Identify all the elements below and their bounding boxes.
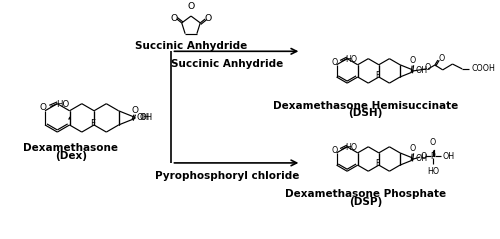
Text: O: O (439, 54, 445, 63)
Text: HO: HO (345, 143, 358, 152)
Text: O: O (430, 138, 436, 147)
Text: HO: HO (345, 55, 358, 64)
Text: O: O (420, 152, 426, 161)
Text: OH: OH (415, 154, 427, 163)
Text: COOH: COOH (472, 65, 496, 73)
Text: O: O (409, 56, 416, 65)
Text: Dexamethasone Phosphate: Dexamethasone Phosphate (285, 189, 446, 199)
Text: O: O (409, 144, 416, 153)
Text: OH: OH (137, 113, 150, 122)
Text: Pyrophosphoryl chloride: Pyrophosphoryl chloride (155, 171, 300, 181)
Text: ▲: ▲ (68, 116, 71, 120)
Text: (DSH): (DSH) (348, 109, 382, 119)
Text: Succinic Anhydride: Succinic Anhydride (135, 41, 247, 50)
Text: F: F (376, 71, 380, 80)
Text: P: P (430, 152, 436, 161)
Text: (DSP): (DSP) (349, 197, 382, 206)
Text: OH: OH (442, 152, 455, 161)
Text: Dexamethasone Hemisuccinate: Dexamethasone Hemisuccinate (273, 101, 458, 111)
Text: (Dex): (Dex) (55, 151, 87, 161)
Text: F: F (376, 159, 380, 168)
Text: HO: HO (56, 100, 70, 109)
Text: O: O (331, 146, 338, 155)
Text: F: F (90, 119, 95, 128)
Text: OH: OH (140, 113, 152, 122)
Text: O: O (132, 106, 138, 115)
Text: O: O (188, 2, 194, 11)
Text: Dexamethasone: Dexamethasone (24, 143, 118, 153)
Text: O: O (40, 103, 46, 112)
Text: Succinic Anhydride: Succinic Anhydride (171, 59, 283, 69)
Text: OH: OH (415, 66, 427, 75)
Text: O: O (331, 58, 338, 67)
Text: O: O (204, 14, 212, 22)
Text: O: O (170, 14, 177, 22)
Text: O: O (424, 63, 430, 72)
Text: HO: HO (427, 167, 439, 176)
